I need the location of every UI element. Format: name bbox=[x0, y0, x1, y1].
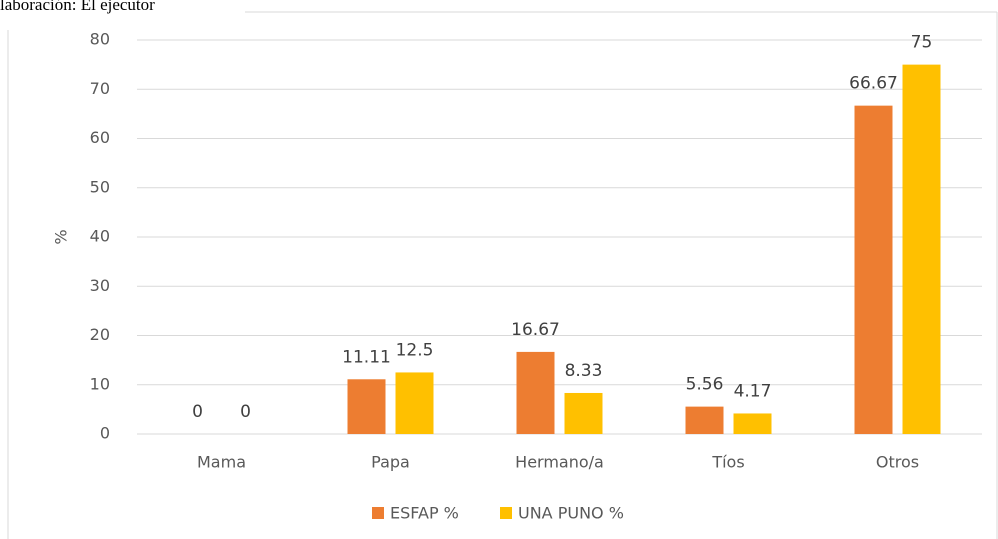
data-label: 75 bbox=[911, 33, 933, 53]
x-tick-label: Tíos bbox=[711, 453, 744, 472]
source-note: laboración: El ejecutor bbox=[0, 0, 155, 14]
data-label: 66.67 bbox=[849, 74, 898, 94]
y-tick-label: 40 bbox=[90, 227, 110, 246]
y-tick-label: 10 bbox=[90, 374, 110, 393]
bar bbox=[395, 372, 434, 434]
y-axis-label: % bbox=[52, 229, 71, 244]
legend-swatch bbox=[500, 507, 512, 519]
data-label: 12.5 bbox=[396, 340, 434, 360]
bar bbox=[902, 64, 941, 434]
legend-swatch bbox=[372, 507, 384, 519]
x-tick-label: Mama bbox=[197, 453, 246, 472]
bar bbox=[564, 392, 603, 434]
bar bbox=[854, 105, 893, 434]
data-label: 4.17 bbox=[734, 381, 772, 401]
y-tick-label: 60 bbox=[90, 128, 110, 147]
data-label: 0 bbox=[192, 402, 203, 422]
y-tick-label: 30 bbox=[90, 276, 110, 295]
bar bbox=[347, 379, 386, 434]
y-tick-label: 50 bbox=[90, 177, 110, 196]
bar bbox=[516, 351, 555, 434]
x-tick-label: Papa bbox=[371, 453, 410, 472]
y-tick-label: 20 bbox=[90, 325, 110, 344]
data-label: 8.33 bbox=[565, 361, 603, 381]
bar bbox=[685, 406, 724, 434]
y-tick-label: 70 bbox=[90, 79, 110, 98]
bar bbox=[733, 413, 772, 434]
legend-label: ESFAP % bbox=[390, 504, 459, 523]
data-label: 0 bbox=[240, 402, 251, 422]
data-label: 5.56 bbox=[686, 375, 724, 395]
data-label: 11.11 bbox=[342, 347, 391, 367]
data-label: 16.67 bbox=[511, 320, 560, 340]
y-tick-label: 80 bbox=[90, 30, 110, 49]
x-tick-label: Otros bbox=[876, 453, 919, 472]
y-tick-label: 0 bbox=[100, 424, 110, 443]
legend-label: UNA PUNO % bbox=[518, 504, 624, 523]
x-tick-label: Hermano/a bbox=[515, 453, 604, 472]
